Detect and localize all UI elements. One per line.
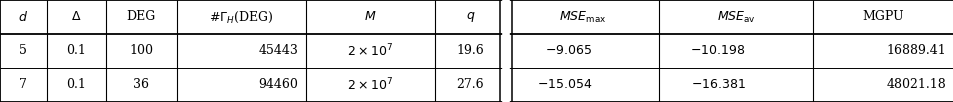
Text: $-16.381$: $-16.381$ xyxy=(690,79,745,91)
Text: $-15.054$: $-15.054$ xyxy=(537,79,592,91)
Text: 94460: 94460 xyxy=(258,79,297,91)
Text: 0.1: 0.1 xyxy=(66,79,86,91)
Text: 36: 36 xyxy=(133,79,149,91)
Text: 5: 5 xyxy=(19,44,28,58)
Text: 19.6: 19.6 xyxy=(456,44,483,58)
Text: 7: 7 xyxy=(19,79,28,91)
Text: $MSE_{\mathrm{av}}$: $MSE_{\mathrm{av}}$ xyxy=(716,9,755,25)
Text: 45443: 45443 xyxy=(258,44,297,58)
Text: $M$: $M$ xyxy=(364,11,376,23)
Text: 100: 100 xyxy=(129,44,153,58)
Text: $2 \times 10^{7}$: $2 \times 10^{7}$ xyxy=(347,43,393,59)
Text: $\Delta$: $\Delta$ xyxy=(71,11,81,23)
Text: $\#\Gamma_{H}$(DEG): $\#\Gamma_{H}$(DEG) xyxy=(209,9,274,25)
Text: $-9.065$: $-9.065$ xyxy=(544,44,592,58)
Text: $q$: $q$ xyxy=(465,10,475,24)
Text: MGPU: MGPU xyxy=(862,11,903,23)
Text: 0.1: 0.1 xyxy=(66,44,86,58)
Text: 27.6: 27.6 xyxy=(456,79,483,91)
Text: DEG: DEG xyxy=(127,11,155,23)
Text: $-10.198$: $-10.198$ xyxy=(690,44,745,58)
Text: $MSE_{\mathrm{max}}$: $MSE_{\mathrm{max}}$ xyxy=(558,9,606,25)
Text: $2 \times 10^{7}$: $2 \times 10^{7}$ xyxy=(347,77,393,93)
Text: 16889.41: 16889.41 xyxy=(885,44,945,58)
Text: 48021.18: 48021.18 xyxy=(885,79,945,91)
Text: $d$: $d$ xyxy=(18,10,29,24)
